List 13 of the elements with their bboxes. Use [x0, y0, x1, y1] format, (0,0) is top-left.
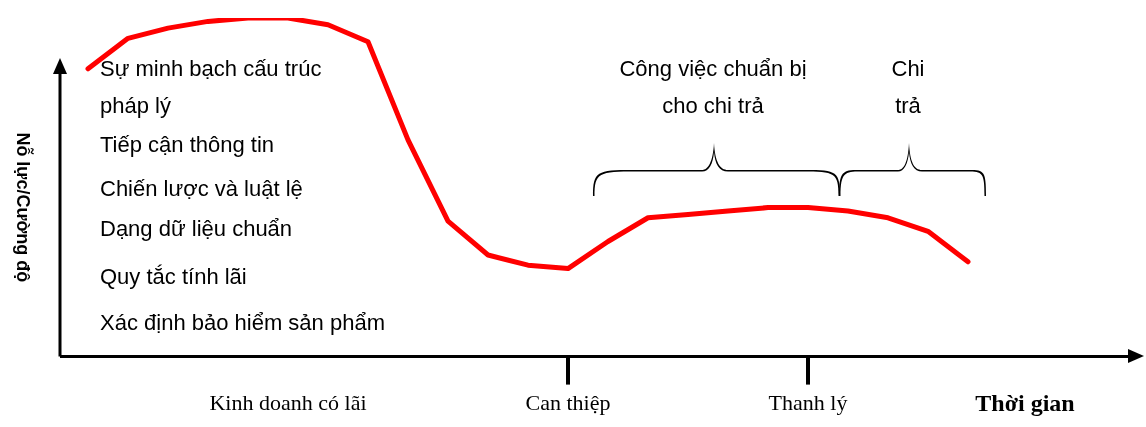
x-tick-label: Kinh doanh có lãi: [209, 389, 367, 415]
annotation: Dạng dữ liệu chuẩn: [100, 216, 293, 241]
annotation: Xác định bảo hiểm sản phẩm: [100, 310, 385, 335]
annotation: Công việc chuẩn bị cho chi trả: [619, 56, 807, 118]
x-tick-label: Can thiệp: [525, 389, 611, 415]
x-tick-label: Thanh lý: [768, 389, 848, 415]
annotation: Tiếp cận thông tin: [100, 132, 275, 157]
x-axis-title: Thời gian: [975, 389, 1075, 416]
annotation: Chi trả: [891, 56, 925, 118]
y-axis-title: Nỗ lực/Cường độ: [13, 132, 35, 283]
annotation: Sự minh bạch cấu trúc pháp lý: [100, 56, 322, 118]
annotation: Chiến lược và luật lệ: [100, 176, 303, 201]
annotation: Quy tắc tính lãi: [100, 264, 247, 289]
